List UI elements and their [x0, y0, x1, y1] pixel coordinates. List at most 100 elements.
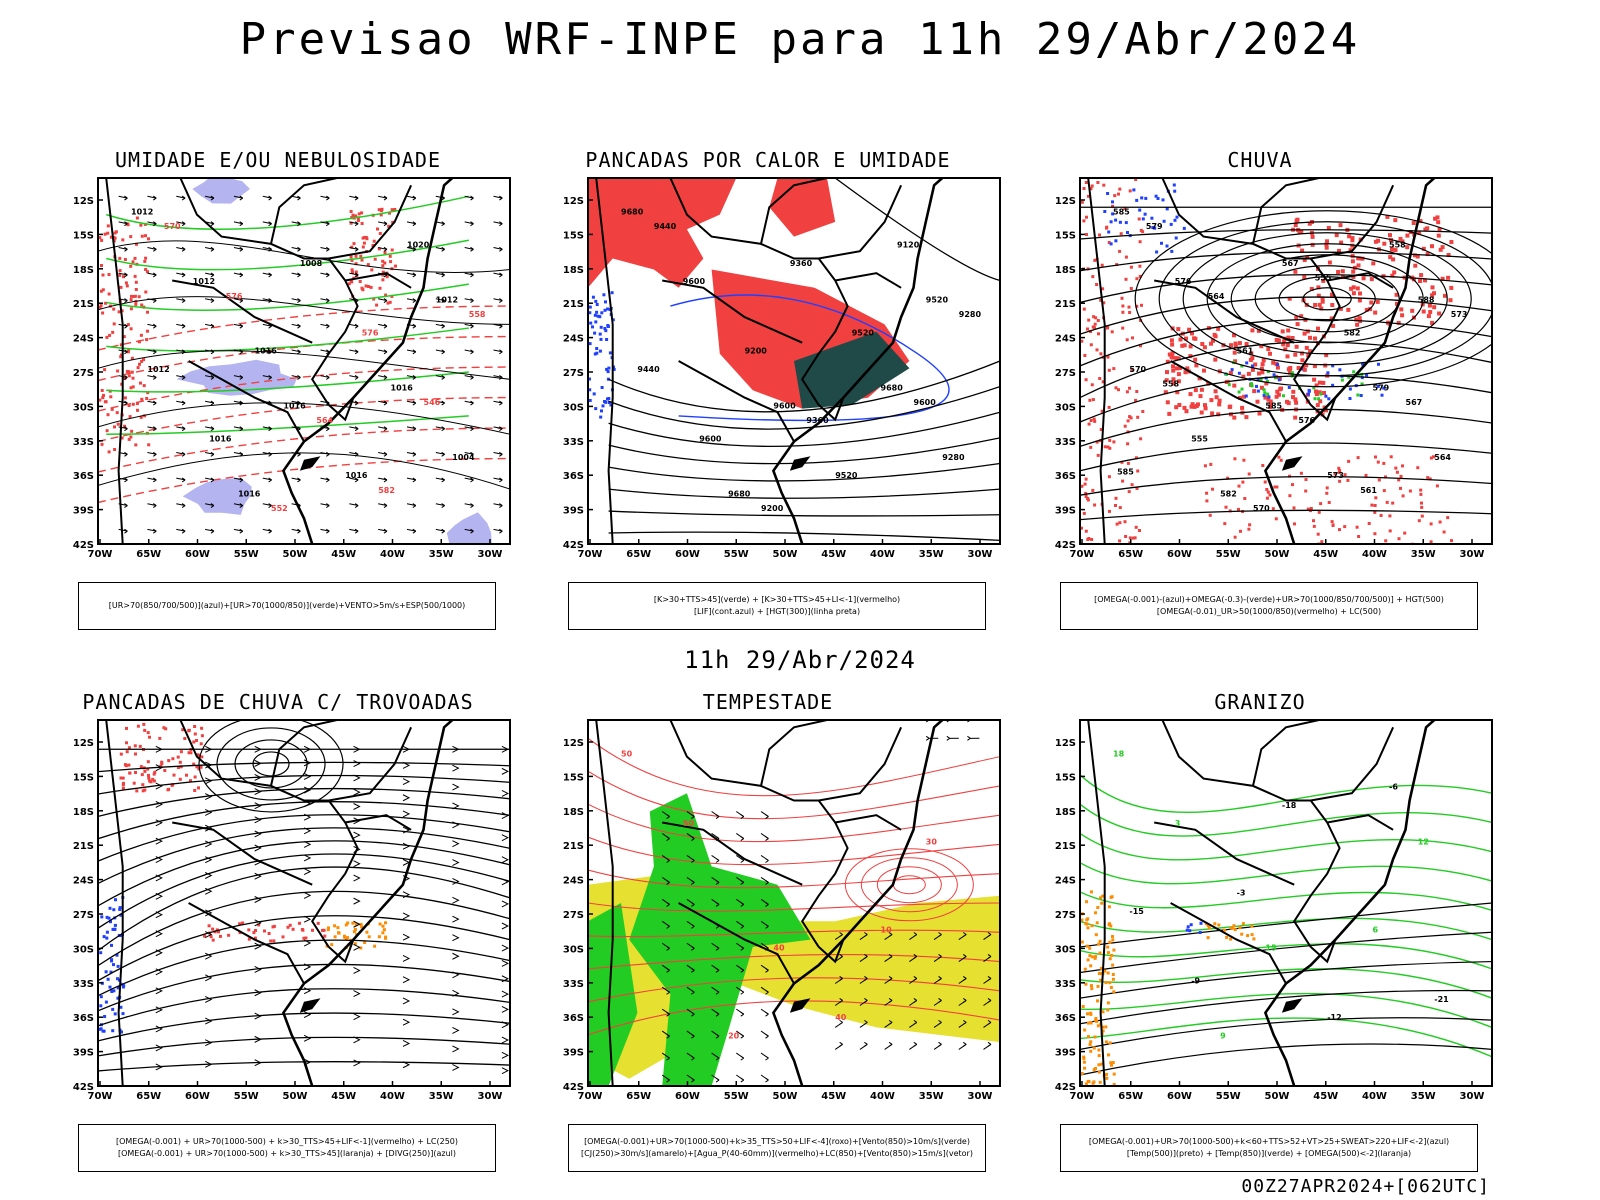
contour-label: 564 — [1208, 292, 1225, 301]
lat-tick-label: 12S — [73, 196, 94, 207]
contour-label: -3 — [1237, 889, 1246, 898]
lat-tick-label: 33S — [563, 437, 584, 448]
lat-tick-label: 30S — [563, 402, 584, 413]
lat-tick-label: 30S — [1055, 402, 1076, 413]
lon-tick-label: 40W — [870, 549, 895, 560]
lat-tick-label: 33S — [1055, 979, 1076, 990]
map-panel-4: PANCADAS DE CHUVA C/ TROVOADAS 12S 15S 18S 2… — [58, 690, 511, 1172]
lon-tick-label: 70W — [88, 549, 113, 560]
contour-label: 1004 — [452, 453, 475, 462]
lon-tick-label: 65W — [136, 1091, 161, 1102]
contour-label: 588 — [1418, 295, 1435, 304]
contour-label: 576 — [362, 328, 379, 337]
lon-tick-label: 55W — [234, 549, 259, 560]
contour-label: 558 — [469, 310, 486, 319]
contour-label: 12 — [1418, 837, 1429, 846]
contour-label: 1016 — [209, 435, 232, 444]
lon-tick-label: 30W — [478, 549, 503, 560]
contour-label: 50 — [621, 750, 633, 759]
contour-label: 558 — [1389, 241, 1406, 250]
lon-tick-label: 60W — [675, 549, 700, 560]
lon-tick-label: 55W — [1216, 1091, 1241, 1102]
lat-tick-label: 42S — [73, 1082, 94, 1093]
lat-tick-label: 33S — [563, 979, 584, 990]
lon-tick-label: 55W — [234, 1091, 259, 1102]
lat-tick-label: 18S — [1055, 265, 1076, 276]
contour-label: 40 — [773, 944, 785, 953]
contour-label: 585 — [1265, 402, 1282, 411]
lon-tick-label: 55W — [724, 549, 749, 560]
lon-tick-label: 60W — [1167, 549, 1192, 560]
lat-tick-label: 12S — [563, 738, 584, 749]
contour-label: 585 — [1117, 468, 1134, 477]
lon-tick-label: 40W — [1362, 549, 1387, 560]
legend-line: [OMEGA(-0.001)-(azul)+OMEGA(-0.3)-(verde… — [1094, 595, 1444, 604]
contour-label: 552 — [271, 504, 288, 513]
lat-tick-label: 39S — [73, 1048, 94, 1059]
contour-label: 567 — [1282, 259, 1299, 268]
lon-tick-label: 40W — [380, 549, 405, 560]
contour-label: 9200 — [745, 347, 768, 356]
lon-tick-label: 65W — [626, 1091, 651, 1102]
lon-tick-label: 45W — [1313, 1091, 1338, 1102]
lat-tick-label: 27S — [563, 368, 584, 379]
map-figure: 585 585 588 582 579 576 573 570 567 564 561 558 555 5… — [1055, 177, 1493, 560]
lat-tick-label: 42S — [563, 1082, 584, 1093]
contour-label: 9280 — [942, 453, 965, 462]
contour-label: 9200 — [761, 504, 784, 513]
lon-tick-label: 50W — [773, 1091, 798, 1102]
lon-tick-label: 30W — [478, 1091, 503, 1102]
lat-tick-label: 21S — [1055, 841, 1076, 852]
contour-label: 18 — [1113, 750, 1125, 759]
contour-label: 9440 — [637, 365, 660, 374]
legend-line: [UR>70(850/700/500)](azul)+[UR>70(1000/8… — [108, 601, 466, 610]
lon-tick-label: 35W — [919, 549, 944, 560]
panel-legend: [K>30+TTS>45](verde) + [K>30+TTS>45+LI<-… — [568, 582, 986, 630]
lon-tick-label: 45W — [821, 1091, 846, 1102]
contour-label: 9680 — [621, 208, 644, 217]
contour-label: 40 — [835, 1013, 847, 1022]
contour-label: 9120 — [897, 241, 920, 250]
legend-line: [Temp(500)](preto) + [Temp(850)](verde) … — [1126, 1149, 1412, 1158]
lon-tick-label: 30W — [968, 549, 993, 560]
contour-label: 582 — [1220, 489, 1237, 498]
lon-tick-label: 35W — [1411, 549, 1436, 560]
lon-tick-label: 60W — [185, 549, 210, 560]
contour-label: 9440 — [654, 222, 677, 231]
lat-tick-label: 15S — [73, 230, 94, 241]
lat-tick-label: 36S — [563, 1013, 584, 1024]
lon-tick-label: 50W — [1265, 1091, 1290, 1102]
lon-tick-label: 30W — [968, 1091, 993, 1102]
panel-legend: [UR>70(850/700/500)](azul)+[UR>70(1000/8… — [78, 582, 496, 630]
contour-label: 558 — [1162, 380, 1179, 389]
lon-tick-label: 30W — [1460, 549, 1485, 560]
lon-tick-label: 40W — [1362, 1091, 1387, 1102]
lat-tick-label: 27S — [1055, 910, 1076, 921]
contour-label: 570 — [1253, 504, 1270, 513]
contour-label: 585 — [1113, 208, 1130, 217]
lon-tick-label: 50W — [773, 549, 798, 560]
panel-legend: [OMEGA(-0.001)+UR>70(1000-500)+k>35_TTS>… — [568, 1124, 986, 1172]
contour-label: -12 — [1327, 1013, 1341, 1022]
lat-tick-label: 15S — [563, 772, 584, 783]
legend-line: [OMEGA(-0.01)_UR>50(1000/850)(vermelho) … — [1156, 607, 1382, 616]
lon-tick-label: 35W — [429, 549, 454, 560]
lat-tick-label: 15S — [73, 772, 94, 783]
contour-label: 561 — [1237, 347, 1254, 356]
contour-label: 576 — [1175, 277, 1192, 286]
lon-tick-label: 65W — [1118, 1091, 1143, 1102]
contour-label: -18 — [1282, 801, 1297, 810]
contour-label: 10 — [881, 925, 893, 934]
lat-tick-label: 42S — [73, 540, 94, 551]
contour-label: 50 — [683, 819, 695, 828]
panel-legend: [OMEGA(-0.001) + UR>70(1000-500) + k>30_… — [78, 1124, 496, 1172]
legend-line: [OMEGA(-0.001) + UR>70(1000-500) + k>30_… — [117, 1149, 457, 1158]
contour-label: 9600 — [773, 402, 796, 411]
lon-tick-label: 50W — [283, 1091, 308, 1102]
lat-tick-label: 21S — [73, 299, 94, 310]
legend-line: [OMEGA(-0.001)+UR>70(1000-500)+k<60+TTS>… — [1088, 1137, 1450, 1146]
lat-tick-label: 36S — [563, 471, 584, 482]
lat-tick-label: 15S — [563, 230, 584, 241]
panel-title: TEMPESTADE — [702, 690, 834, 714]
lon-tick-label: 70W — [88, 1091, 113, 1102]
